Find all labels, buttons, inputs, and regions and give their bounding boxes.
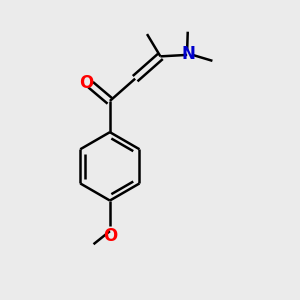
- Text: O: O: [79, 74, 93, 92]
- Text: N: N: [182, 45, 195, 63]
- Text: O: O: [103, 227, 117, 245]
